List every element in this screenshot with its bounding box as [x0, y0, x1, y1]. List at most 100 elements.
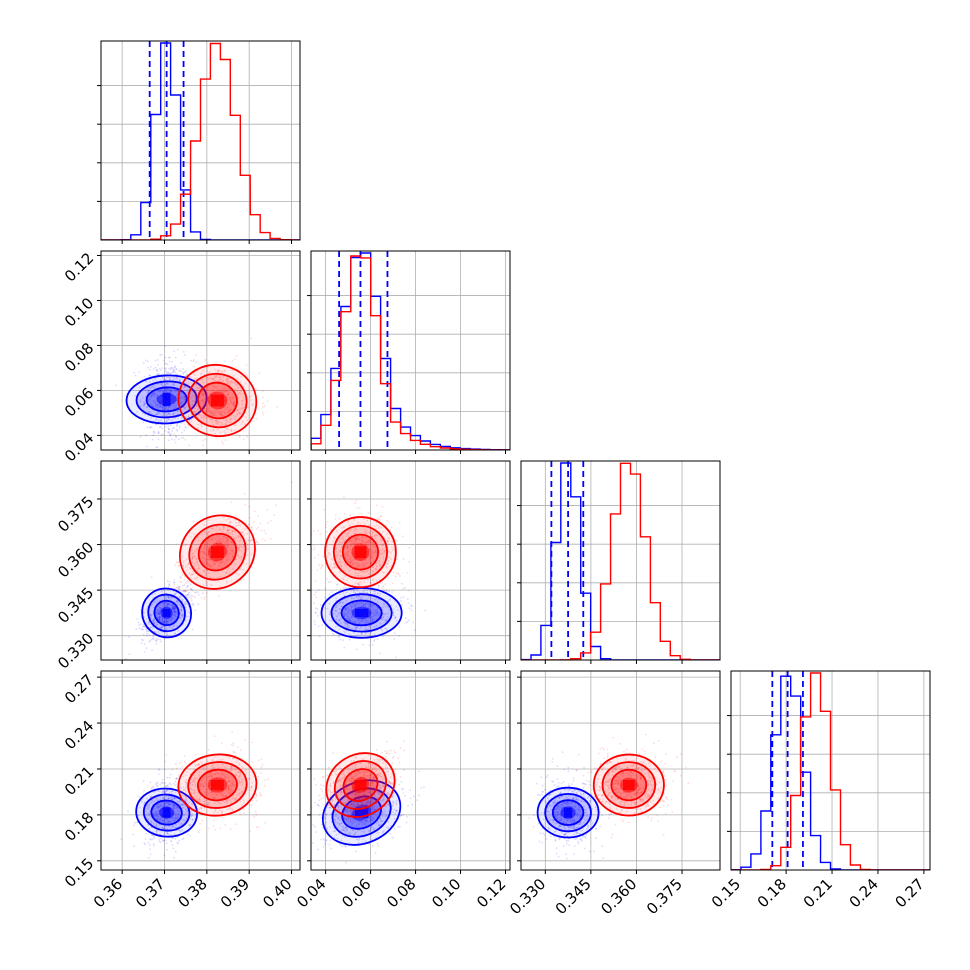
scatter-point [191, 403, 194, 406]
scatter-point [195, 394, 198, 396]
scatter-point [154, 384, 157, 387]
scatter-point [349, 548, 352, 551]
scatter-point [230, 401, 233, 404]
scatter-point [332, 540, 334, 543]
scatter-point [172, 613, 175, 616]
scatter-point [210, 791, 213, 793]
scatter-point [188, 444, 191, 447]
scatter-point [308, 626, 310, 628]
scatter-point [161, 621, 164, 623]
scatter-point [395, 572, 398, 575]
scatter-point [167, 622, 169, 625]
scatter-point [202, 401, 205, 404]
scatter-point [155, 405, 157, 408]
scatter-point [163, 833, 166, 836]
scatter-point [157, 390, 160, 393]
scatter-point [359, 570, 362, 572]
scatter-point [350, 634, 352, 637]
scatter-point [237, 554, 239, 557]
scatter-point [347, 609, 350, 611]
scatter-point [143, 404, 146, 406]
scatter-point [157, 420, 160, 423]
scatter-point [183, 755, 186, 757]
scatter-point [227, 392, 230, 395]
scatter-point [334, 606, 337, 609]
scatter-point [136, 411, 139, 413]
scatter-point [176, 389, 179, 392]
scatter-point [183, 385, 186, 388]
scatter-point [185, 784, 188, 787]
scatter-point [171, 371, 174, 374]
panel-frame [100, 670, 301, 871]
scatter-point [356, 523, 359, 526]
scatter-point [198, 413, 201, 416]
scatter-point [345, 591, 348, 594]
scatter-point [220, 370, 223, 373]
scatter-point [168, 603, 171, 606]
scatter-point [345, 612, 348, 615]
scatter-point [182, 795, 185, 797]
scatter-point [251, 799, 254, 802]
scatter-point [211, 584, 213, 587]
scatter-point [373, 617, 376, 620]
scatter-point [188, 810, 191, 812]
scatter-point [223, 563, 226, 566]
scatter-point [243, 787, 246, 789]
scatter-point [260, 793, 262, 796]
scatter-point [195, 814, 197, 816]
scatter-point [370, 551, 373, 553]
scatter-point [372, 578, 375, 581]
scatter-point [220, 541, 223, 544]
scatter-point [360, 596, 362, 599]
scatter-point [352, 602, 355, 605]
scatter-point [213, 562, 216, 564]
scatter-point [174, 587, 176, 590]
scatter-point [196, 393, 199, 395]
scatter-point [343, 615, 345, 617]
scatter-point [384, 549, 387, 552]
scatter-point [173, 433, 176, 436]
scatter-point [207, 558, 210, 561]
scatter-point [363, 530, 366, 533]
scatter-point [384, 583, 387, 585]
scatter-point [175, 435, 178, 438]
scatter-point [161, 399, 164, 402]
scatter-point [173, 807, 175, 810]
scatter-point [152, 626, 154, 629]
scatter-point [161, 778, 164, 781]
scatter-point [150, 626, 153, 629]
scatter-point [387, 560, 390, 562]
scatter-point [180, 609, 183, 611]
scatter-point [346, 543, 349, 546]
scatter-point [169, 802, 172, 805]
scatter-point [176, 806, 179, 809]
scatter-point [351, 559, 354, 562]
scatter-point [404, 586, 407, 589]
scatter-point [240, 376, 243, 378]
scatter-point [156, 446, 159, 449]
scatter-point [229, 769, 232, 772]
scatter-point [349, 514, 352, 517]
scatter-point [232, 797, 235, 800]
scatter-point [162, 602, 165, 605]
scatter-point [161, 617, 164, 620]
scatter-point [199, 785, 201, 788]
scatter-point [248, 536, 251, 539]
scatter-point [232, 543, 234, 545]
scatter-point [179, 396, 181, 399]
scatter-point [348, 558, 351, 561]
scatter-point [195, 578, 198, 581]
scatter-point [162, 406, 164, 409]
scatter-point [385, 565, 388, 568]
scatter-point [158, 768, 161, 771]
scatter-point [158, 611, 160, 614]
scatter-point [185, 596, 188, 598]
scatter-point [222, 525, 225, 528]
scatter-point [205, 397, 208, 400]
scatter-point [180, 606, 183, 609]
scatter-point [170, 790, 173, 793]
scatter-point [162, 625, 164, 627]
scatter-point [152, 791, 155, 794]
scatter-point [168, 803, 171, 806]
scatter-point [171, 604, 174, 607]
